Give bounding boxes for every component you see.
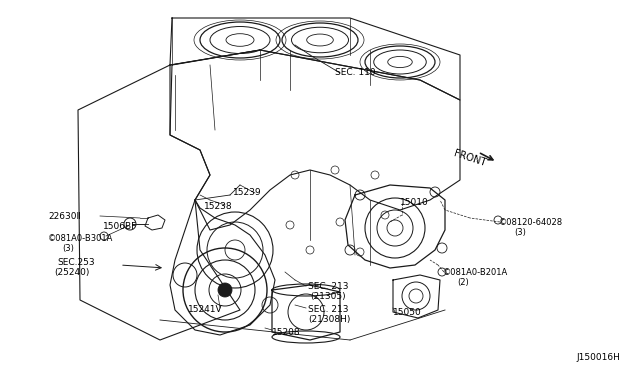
Text: SEC. 110: SEC. 110 — [335, 68, 376, 77]
Text: 1506BF: 1506BF — [103, 222, 137, 231]
Text: 15239: 15239 — [233, 188, 262, 197]
Text: SEC. 213: SEC. 213 — [308, 305, 349, 314]
Text: 15241V: 15241V — [188, 305, 223, 314]
Text: 15050: 15050 — [393, 308, 422, 317]
Text: (3): (3) — [514, 228, 526, 237]
Text: (25240): (25240) — [54, 268, 90, 277]
Text: J150016H: J150016H — [576, 353, 620, 362]
Circle shape — [218, 283, 232, 297]
Text: (2): (2) — [457, 278, 468, 287]
Text: 22630Ⅱ: 22630Ⅱ — [48, 212, 81, 221]
Text: (21308H): (21308H) — [308, 315, 350, 324]
Text: (3): (3) — [62, 244, 74, 253]
Text: 15208: 15208 — [272, 328, 301, 337]
Text: SEC. 213: SEC. 213 — [308, 282, 349, 291]
Text: FRONT: FRONT — [452, 148, 487, 168]
Text: 15238: 15238 — [204, 202, 232, 211]
Text: ©08120-64028: ©08120-64028 — [499, 218, 563, 227]
Text: 15010: 15010 — [400, 198, 429, 207]
Text: SEC.253: SEC.253 — [57, 258, 95, 267]
Text: ©081A0-B201A: ©081A0-B201A — [443, 268, 508, 277]
Text: (21305): (21305) — [310, 292, 346, 301]
Text: ©081A0-B301A: ©081A0-B301A — [48, 234, 113, 243]
